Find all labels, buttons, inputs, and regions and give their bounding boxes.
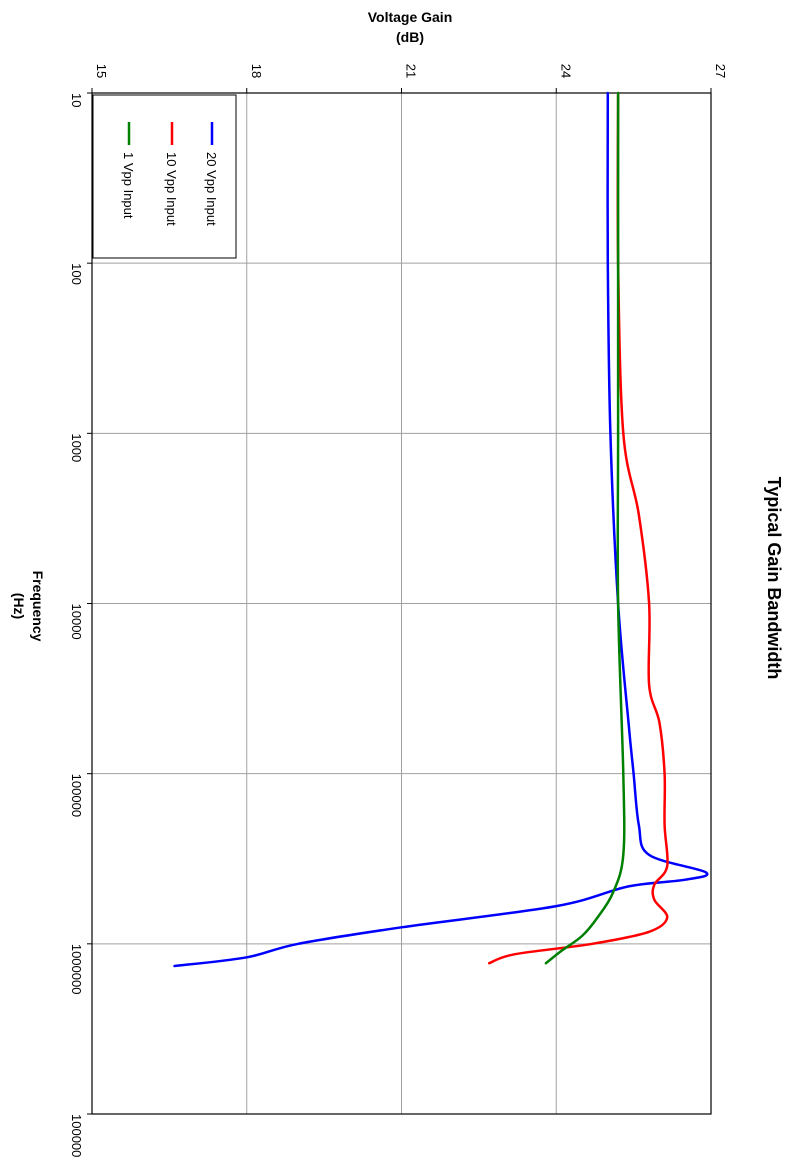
- x-tick-label: 1000000: [69, 944, 84, 995]
- legend-label-1vpp: 1 Vpp Input: [121, 152, 136, 219]
- x-axis-title-line1: Frequency: [30, 571, 46, 642]
- x-tick-label: 10000000: [69, 1114, 84, 1157]
- x-tick-label: 100000: [69, 774, 84, 817]
- chart-title: Typical Gain Bandwidth: [764, 477, 784, 680]
- legend-label-10vpp: 10 Vpp Input: [164, 152, 179, 226]
- x-axis-ticks: 10 100 1000 10000 100000 1000000 10000000: [69, 92, 92, 1157]
- y-tick-label: 21: [404, 64, 419, 78]
- series-lines: [173, 91, 709, 968]
- series-line-10-vpp-input: [487, 91, 669, 965]
- y-axis-title-line2: (dB): [396, 29, 424, 45]
- y-tick-label: 15: [94, 64, 109, 78]
- legend: 20 Vpp Input 10 Vpp Input 1 Vpp Input: [92, 94, 237, 259]
- y-tick-label: 18: [249, 64, 264, 78]
- legend-label-20vpp: 20 Vpp Input: [204, 152, 219, 226]
- y-tick-label: 24: [558, 64, 573, 78]
- y-tick-label: 27: [713, 64, 728, 78]
- y-axis-ticks: 15 18 21 24 27: [91, 64, 728, 93]
- series-line-1-vpp-input: [544, 91, 626, 965]
- x-tick-label: 100: [69, 263, 84, 285]
- x-axis-title-line2: (Hz): [11, 593, 27, 619]
- x-tick-label: 1000: [69, 433, 84, 462]
- x-tick-label: 10000: [69, 604, 84, 640]
- series-line-20-vpp-input: [173, 91, 709, 968]
- x-tick-label: 10: [69, 93, 84, 107]
- y-axis-title-line1: Voltage Gain: [368, 9, 453, 25]
